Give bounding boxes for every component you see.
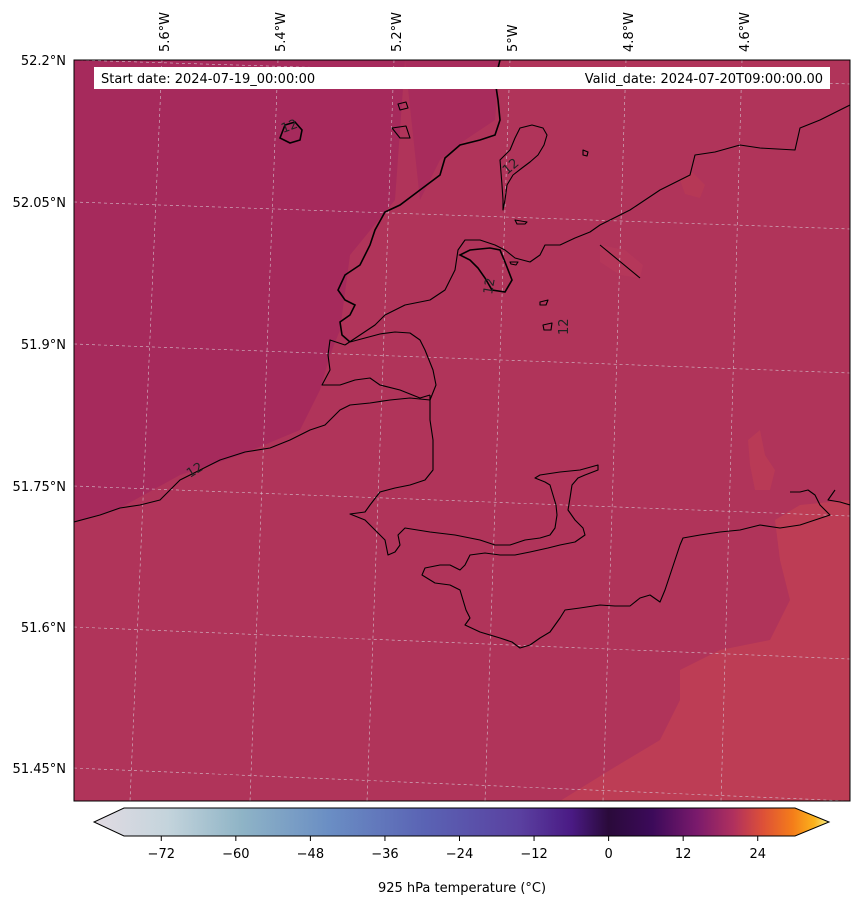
colorbar-tick-label: −36: [371, 847, 398, 862]
colorbar-tick-label: 12: [675, 847, 692, 862]
lat-tick-label: 51.6°N: [21, 621, 66, 636]
lat-tick-label: 51.9°N: [21, 338, 66, 353]
contour-label-3: 12: [481, 277, 499, 296]
colorbar-ticks: −72 −60 −48 −36 −24 −12 0 12 24: [148, 836, 766, 862]
map-frame: [73, 59, 851, 802]
lon-tick-label: 5.2°W: [390, 12, 405, 52]
coastline: [74, 101, 850, 649]
longitude-axis: 5.6°W 5.4°W 5.2°W 5°W 4.8°W 4.6°W: [158, 12, 753, 52]
lon-tick-label: 5.4°W: [274, 12, 289, 52]
temperature-field-sea-north: [405, 60, 500, 200]
lat-tick-label: 51.75°N: [13, 480, 66, 495]
map-panel: 12 12 12 12 12 Start date: 2024-07-19_00…: [74, 60, 850, 801]
warm-patch-east: [748, 430, 775, 490]
contour-label-4: 12: [557, 318, 572, 335]
warm-patch-northeast: [680, 172, 705, 198]
colorbar-tick-label: −12: [520, 847, 547, 862]
contour-label-1: 12: [279, 117, 300, 137]
lon-tick-label: 5°W: [506, 24, 521, 52]
lon-tick-label: 4.8°W: [622, 12, 637, 52]
lon-tick-label: 5.6°W: [158, 12, 173, 52]
contour-12: [278, 60, 513, 343]
warm-patch-southeast: [560, 500, 850, 801]
valid-date-label: Valid_date: 2024-07-20T09:00:00.00: [585, 72, 823, 87]
colorbar-tick-label: −24: [446, 847, 473, 862]
latitude-axis: 52.2°N 52.05°N 51.9°N 51.75°N 51.6°N 51.…: [13, 54, 66, 777]
contour-label-5: 12: [184, 460, 206, 481]
lat-tick-label: 52.05°N: [13, 196, 66, 211]
lat-tick-label: 51.45°N: [13, 762, 66, 777]
date-header-box: [94, 67, 830, 89]
colorbar-gradient: [92, 807, 831, 837]
lat-tick-label: 52.2°N: [21, 54, 66, 69]
gridlines: [74, 60, 850, 801]
colorbar-tick-label: 24: [749, 847, 766, 862]
colorbar-label: 925 hPa temperature (°C): [378, 881, 546, 896]
colorbar-tick-label: −60: [222, 847, 249, 862]
colorbar-tick-label: −72: [148, 847, 175, 862]
colorbar: −72 −60 −48 −36 −24 −12 0 12 24 925 hPa temperat…: [92, 807, 831, 896]
colorbar-tick-label: 0: [604, 847, 612, 862]
start-date-label: Start date: 2024-07-19_00:00:00: [101, 72, 315, 87]
colorbar-tick-label: −48: [297, 847, 324, 862]
lon-tick-label: 4.6°W: [738, 12, 753, 52]
